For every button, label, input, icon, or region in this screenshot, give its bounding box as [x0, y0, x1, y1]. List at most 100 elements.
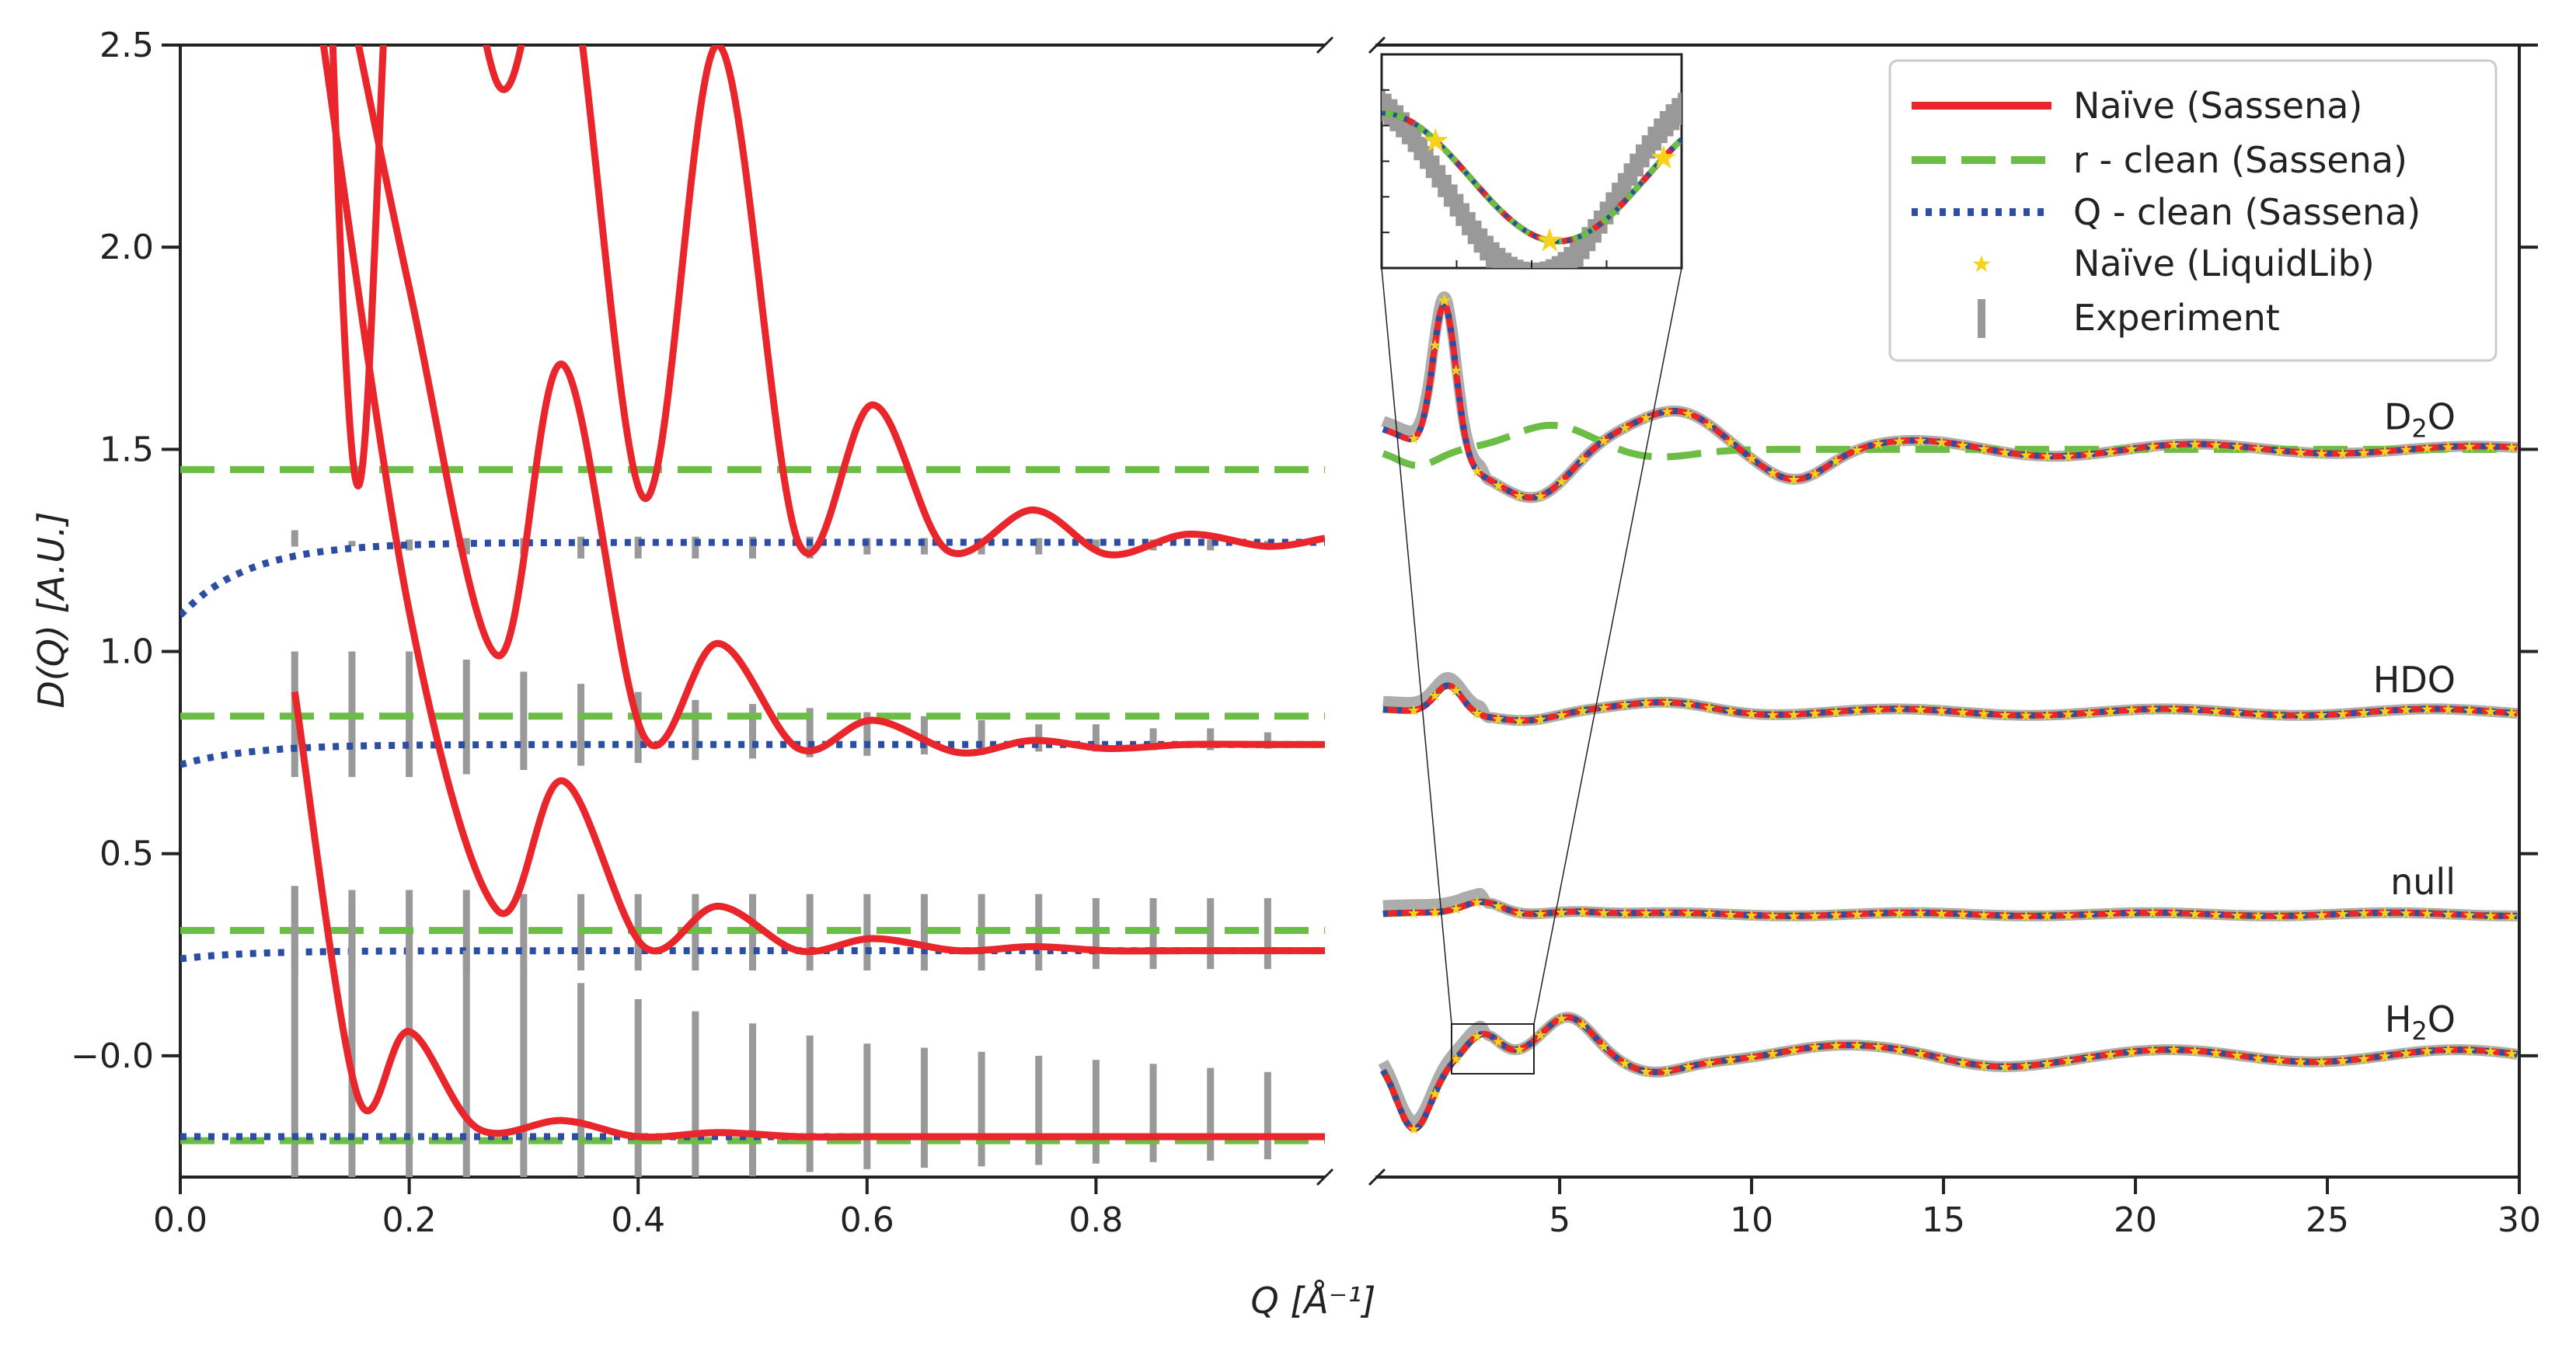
liquidlib-star: ★	[1786, 705, 1800, 723]
liquidlib-star: ★	[1660, 1062, 1674, 1081]
liquidlib-star: ★	[1428, 903, 1442, 921]
liquidlib-star: ★	[2188, 1041, 2202, 1060]
liquidlib-star: ★	[2420, 439, 2434, 458]
liquidlib-star: ★	[2272, 907, 2286, 925]
liquidlib-star: ★	[2104, 702, 2118, 720]
series-label-main: H	[2385, 998, 2412, 1040]
liquidlib-star: ★	[2146, 904, 2159, 922]
liquidlib-star: ★	[1618, 1054, 1632, 1073]
liquidlib-star: ★	[1808, 464, 1822, 482]
liquidlib-star: ★	[1470, 1027, 1484, 1046]
liquidlib-star: ★	[1786, 470, 1800, 489]
liquidlib-star: ★	[2399, 441, 2413, 459]
legend-label-q-clean: Q - clean (Sassena)	[2073, 191, 2421, 233]
left-plot-area	[180, 45, 1325, 1177]
liquidlib-star: ★	[2336, 904, 2350, 923]
liquidlib-star: ★	[2442, 700, 2456, 719]
y-tick-label: −0.0	[71, 1036, 154, 1076]
liquidlib-star: ★	[1808, 1038, 1822, 1057]
liquidlib-star: ★	[1618, 418, 1632, 437]
right-series-group: ★ ★ ★ ★ ★ ★ ★ ★ ★ ★ ★ ★ ★ ★ ★ ★ ★ ★ ★ ★ ★ ★ ★ ★ ★ ★ ★ ★ ★ ★ ★ ★ ★ ★ ★ ★ ★ ★ ★ ★…	[1378, 291, 2518, 1138]
liquidlib-star: ★	[2272, 705, 2286, 724]
liquidlib-star: ★	[1935, 904, 1949, 922]
liquidlib-star: ★	[2251, 907, 2265, 925]
rclean-line-right	[1379, 1013, 2512, 1133]
series-label-tail: O	[2428, 396, 2456, 438]
y-tick-label: 1.5	[99, 430, 154, 469]
liquidlib-star: ★	[1871, 904, 1885, 922]
liquidlib-star: ★	[1892, 1040, 1906, 1059]
liquidlib-star: ★	[2293, 706, 2307, 725]
liquidlib-star: ★	[2315, 705, 2329, 724]
liquidlib-star: ★	[1935, 1049, 1949, 1068]
liquidlib-star: ★	[1597, 698, 1611, 717]
series-label: HDO	[2373, 659, 2456, 701]
liquidlib-star: ★	[2019, 445, 2033, 464]
liquidlib-star: ★	[1449, 1050, 1463, 1068]
liquidlib-star: ★	[2019, 907, 2033, 925]
liquidlib-star: ★	[2062, 447, 2076, 465]
right-plot-area: ★ ★ ★ ★ ★ ★ ★ ★ ★ ★ ★ ★ ★ ★ ★ ★ ★ ★ ★ ★ ★ ★ ★ ★ ★ ★ ★ ★ ★ ★ ★ ★ ★ ★ ★ ★ ★ ★ ★ ★…	[1378, 291, 2518, 1138]
liquidlib-star: ★	[2463, 906, 2477, 925]
liquidlib-star: ★	[2040, 705, 2054, 724]
liquidlib-star: ★	[2378, 1047, 2392, 1065]
liquidlib-star: ★	[1786, 907, 1800, 925]
right-x-tick-label: 30	[2498, 1200, 2541, 1240]
liquidlib-star: ★	[1491, 1032, 1505, 1050]
series-label-main: HDO	[2373, 659, 2456, 701]
right-panel: ★ ★ ★ ★ ★ ★ ★ ★ ★ ★ ★ ★ ★ ★ ★ ★ ★ ★ ★ ★ ★ ★ ★ ★ ★ ★ ★ ★ ★ ★ ★ ★ ★ ★ ★ ★ ★ ★ ★ ★…	[1375, 44, 2541, 1240]
left-x-tick-label: 0.6	[840, 1200, 894, 1240]
liquidlib-star: ★	[1913, 431, 1927, 450]
legend-label-experiment: Experiment	[2073, 297, 2280, 339]
y-tick-label: 2.5	[99, 26, 154, 65]
liquidlib-star: ★	[2104, 1045, 2118, 1064]
liquidlib-star: ★	[1745, 1048, 1759, 1067]
liquidlib-star: ★	[1470, 704, 1484, 723]
liquidlib-star: ★	[2146, 1041, 2159, 1060]
y-tick-label: 2.0	[99, 228, 154, 267]
left-panel: 0.0 0.2 0.4 0.6 0.8	[153, 44, 1325, 1240]
liquidlib-star: ★	[1428, 336, 1442, 354]
left-x-tick-label: 0.8	[1068, 1200, 1123, 1240]
liquidlib-star: ★	[1892, 432, 1906, 451]
inset-liquidlib-star: ★	[1535, 221, 1564, 259]
liquidlib-star: ★	[2083, 905, 2097, 924]
liquidlib-star: ★	[1533, 904, 1547, 923]
liquidlib-star: ★	[1639, 904, 1653, 922]
liquidlib-star: ★	[2251, 439, 2265, 458]
liquidlib-star: ★	[2484, 437, 2498, 456]
liquidlib-star: ★	[1745, 705, 1759, 723]
liquidlib-star: ★	[1512, 711, 1526, 730]
series-label-tail: O	[2428, 998, 2456, 1040]
liquidlib-star: ★	[2315, 905, 2329, 924]
inset: ★ ★ ★	[1380, 53, 1683, 1075]
liquidlib-star: ★	[1724, 432, 1738, 451]
liquidlib-star: ★	[2463, 437, 2477, 455]
liquidlib-star: ★	[1935, 433, 1949, 451]
liquidlib-star: ★	[1428, 686, 1442, 705]
right-x-tick-label: 10	[1730, 1200, 1773, 1240]
legend-label-liquidlib: Naïve (LiquidLib)	[2073, 242, 2375, 284]
liquidlib-star: ★	[1956, 904, 1970, 923]
liquidlib-star: ★	[1512, 904, 1526, 922]
liquidlib-star: ★	[2378, 904, 2392, 922]
liquidlib-star: ★	[2230, 437, 2244, 455]
liquidlib-star: ★	[2293, 1052, 2307, 1071]
right-x-tick-label: 20	[2114, 1200, 2157, 1240]
inset-connector-right	[1533, 267, 1682, 1025]
inset-plot-area: ★ ★ ★	[1382, 89, 1682, 268]
liquidlib-star: ★	[2336, 1051, 2350, 1070]
liquidlib-star: ★	[1724, 905, 1738, 924]
liquidlib-star: ★	[1850, 701, 1864, 719]
y-axis-ticks: −0.0 0.5 1.0 1.5 2.0 2.5	[71, 26, 180, 1076]
right-x-tick-label: 15	[1922, 1200, 1965, 1240]
liquidlib-star: ★	[1618, 904, 1632, 922]
liquidlib-star: ★	[2062, 1051, 2076, 1070]
liquidlib-star: ★	[1829, 702, 1843, 721]
inset-series-group: ★ ★ ★	[1382, 89, 1682, 268]
liquidlib-star: ★	[2209, 905, 2223, 924]
liquidlib-star: ★	[1703, 1054, 1717, 1072]
liquidlib-star: ★	[2230, 906, 2244, 925]
liquidlib-star: ★	[2125, 440, 2139, 458]
liquidlib-star: ★	[2188, 435, 2202, 454]
